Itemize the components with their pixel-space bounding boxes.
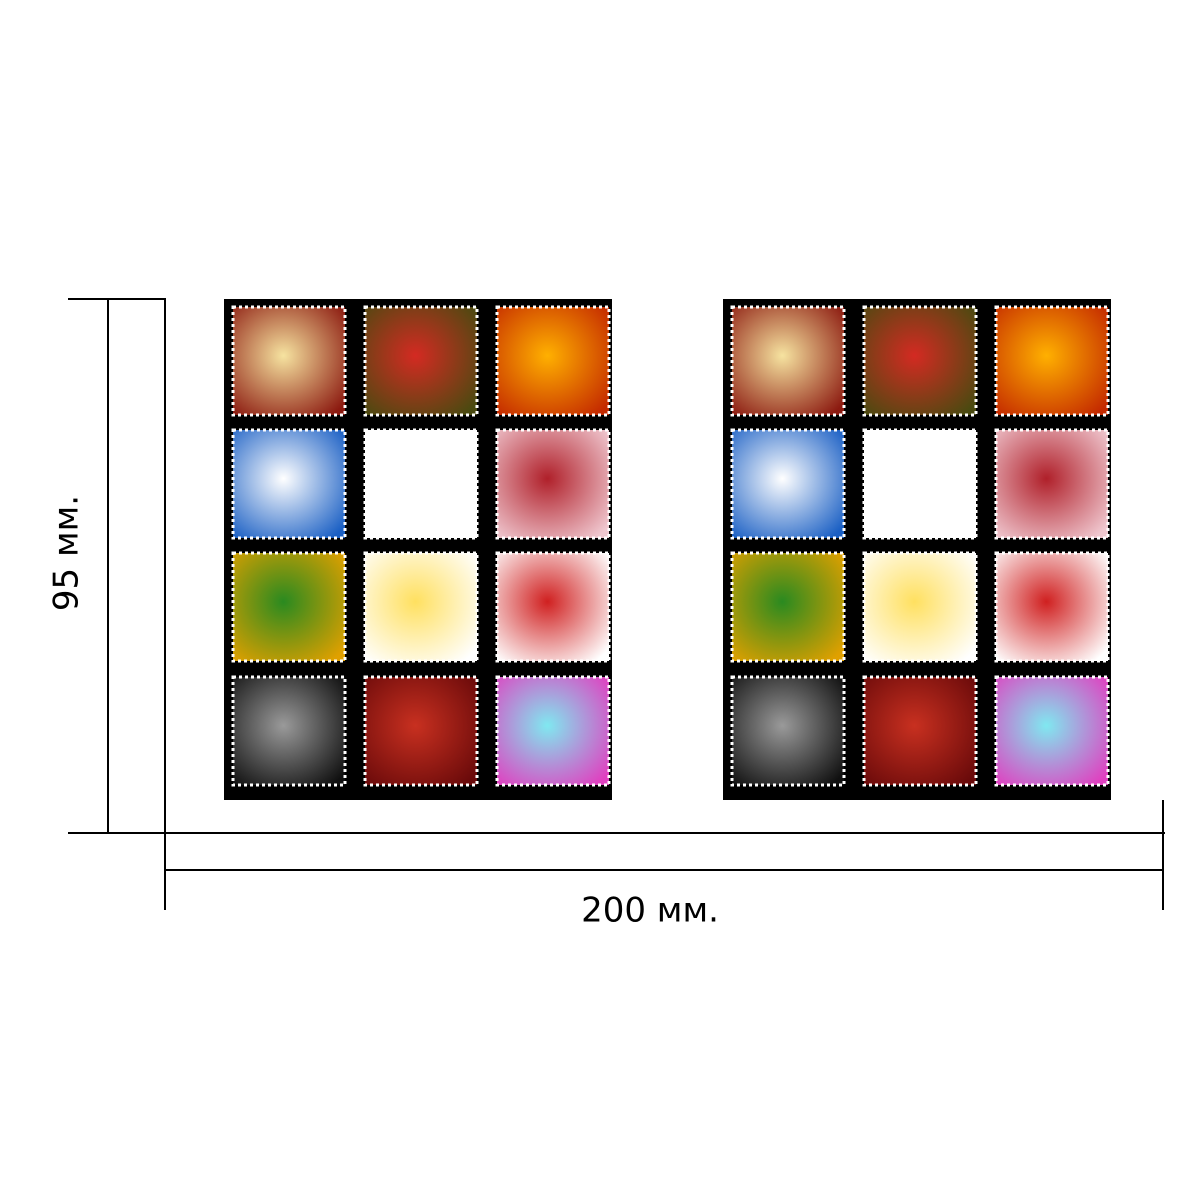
dimension-lines [68,298,1165,910]
stamp [495,551,611,663]
stamp [495,675,611,787]
stamp [862,305,978,417]
height-label: 95 мм. [47,495,87,611]
stamp [730,305,846,417]
stamp [363,428,479,540]
stamp [363,675,479,787]
stamp [363,305,479,417]
stamp [730,428,846,540]
stamp [862,675,978,787]
stamp [862,428,978,540]
width-label: 200 мм. [581,891,719,931]
stamp [363,551,479,663]
stamp [495,305,611,417]
stamp [994,305,1110,417]
stamp [994,428,1110,540]
sheet [224,299,612,800]
sheets [224,299,1111,800]
stamp [994,675,1110,787]
sheet [723,299,1111,800]
stamp [231,428,347,540]
stamp [495,428,611,540]
stamp [730,675,846,787]
stamp [231,305,347,417]
stamp [862,551,978,663]
stamp [730,551,846,663]
stamp [994,551,1110,663]
stamp [231,551,347,663]
stamp [231,675,347,787]
